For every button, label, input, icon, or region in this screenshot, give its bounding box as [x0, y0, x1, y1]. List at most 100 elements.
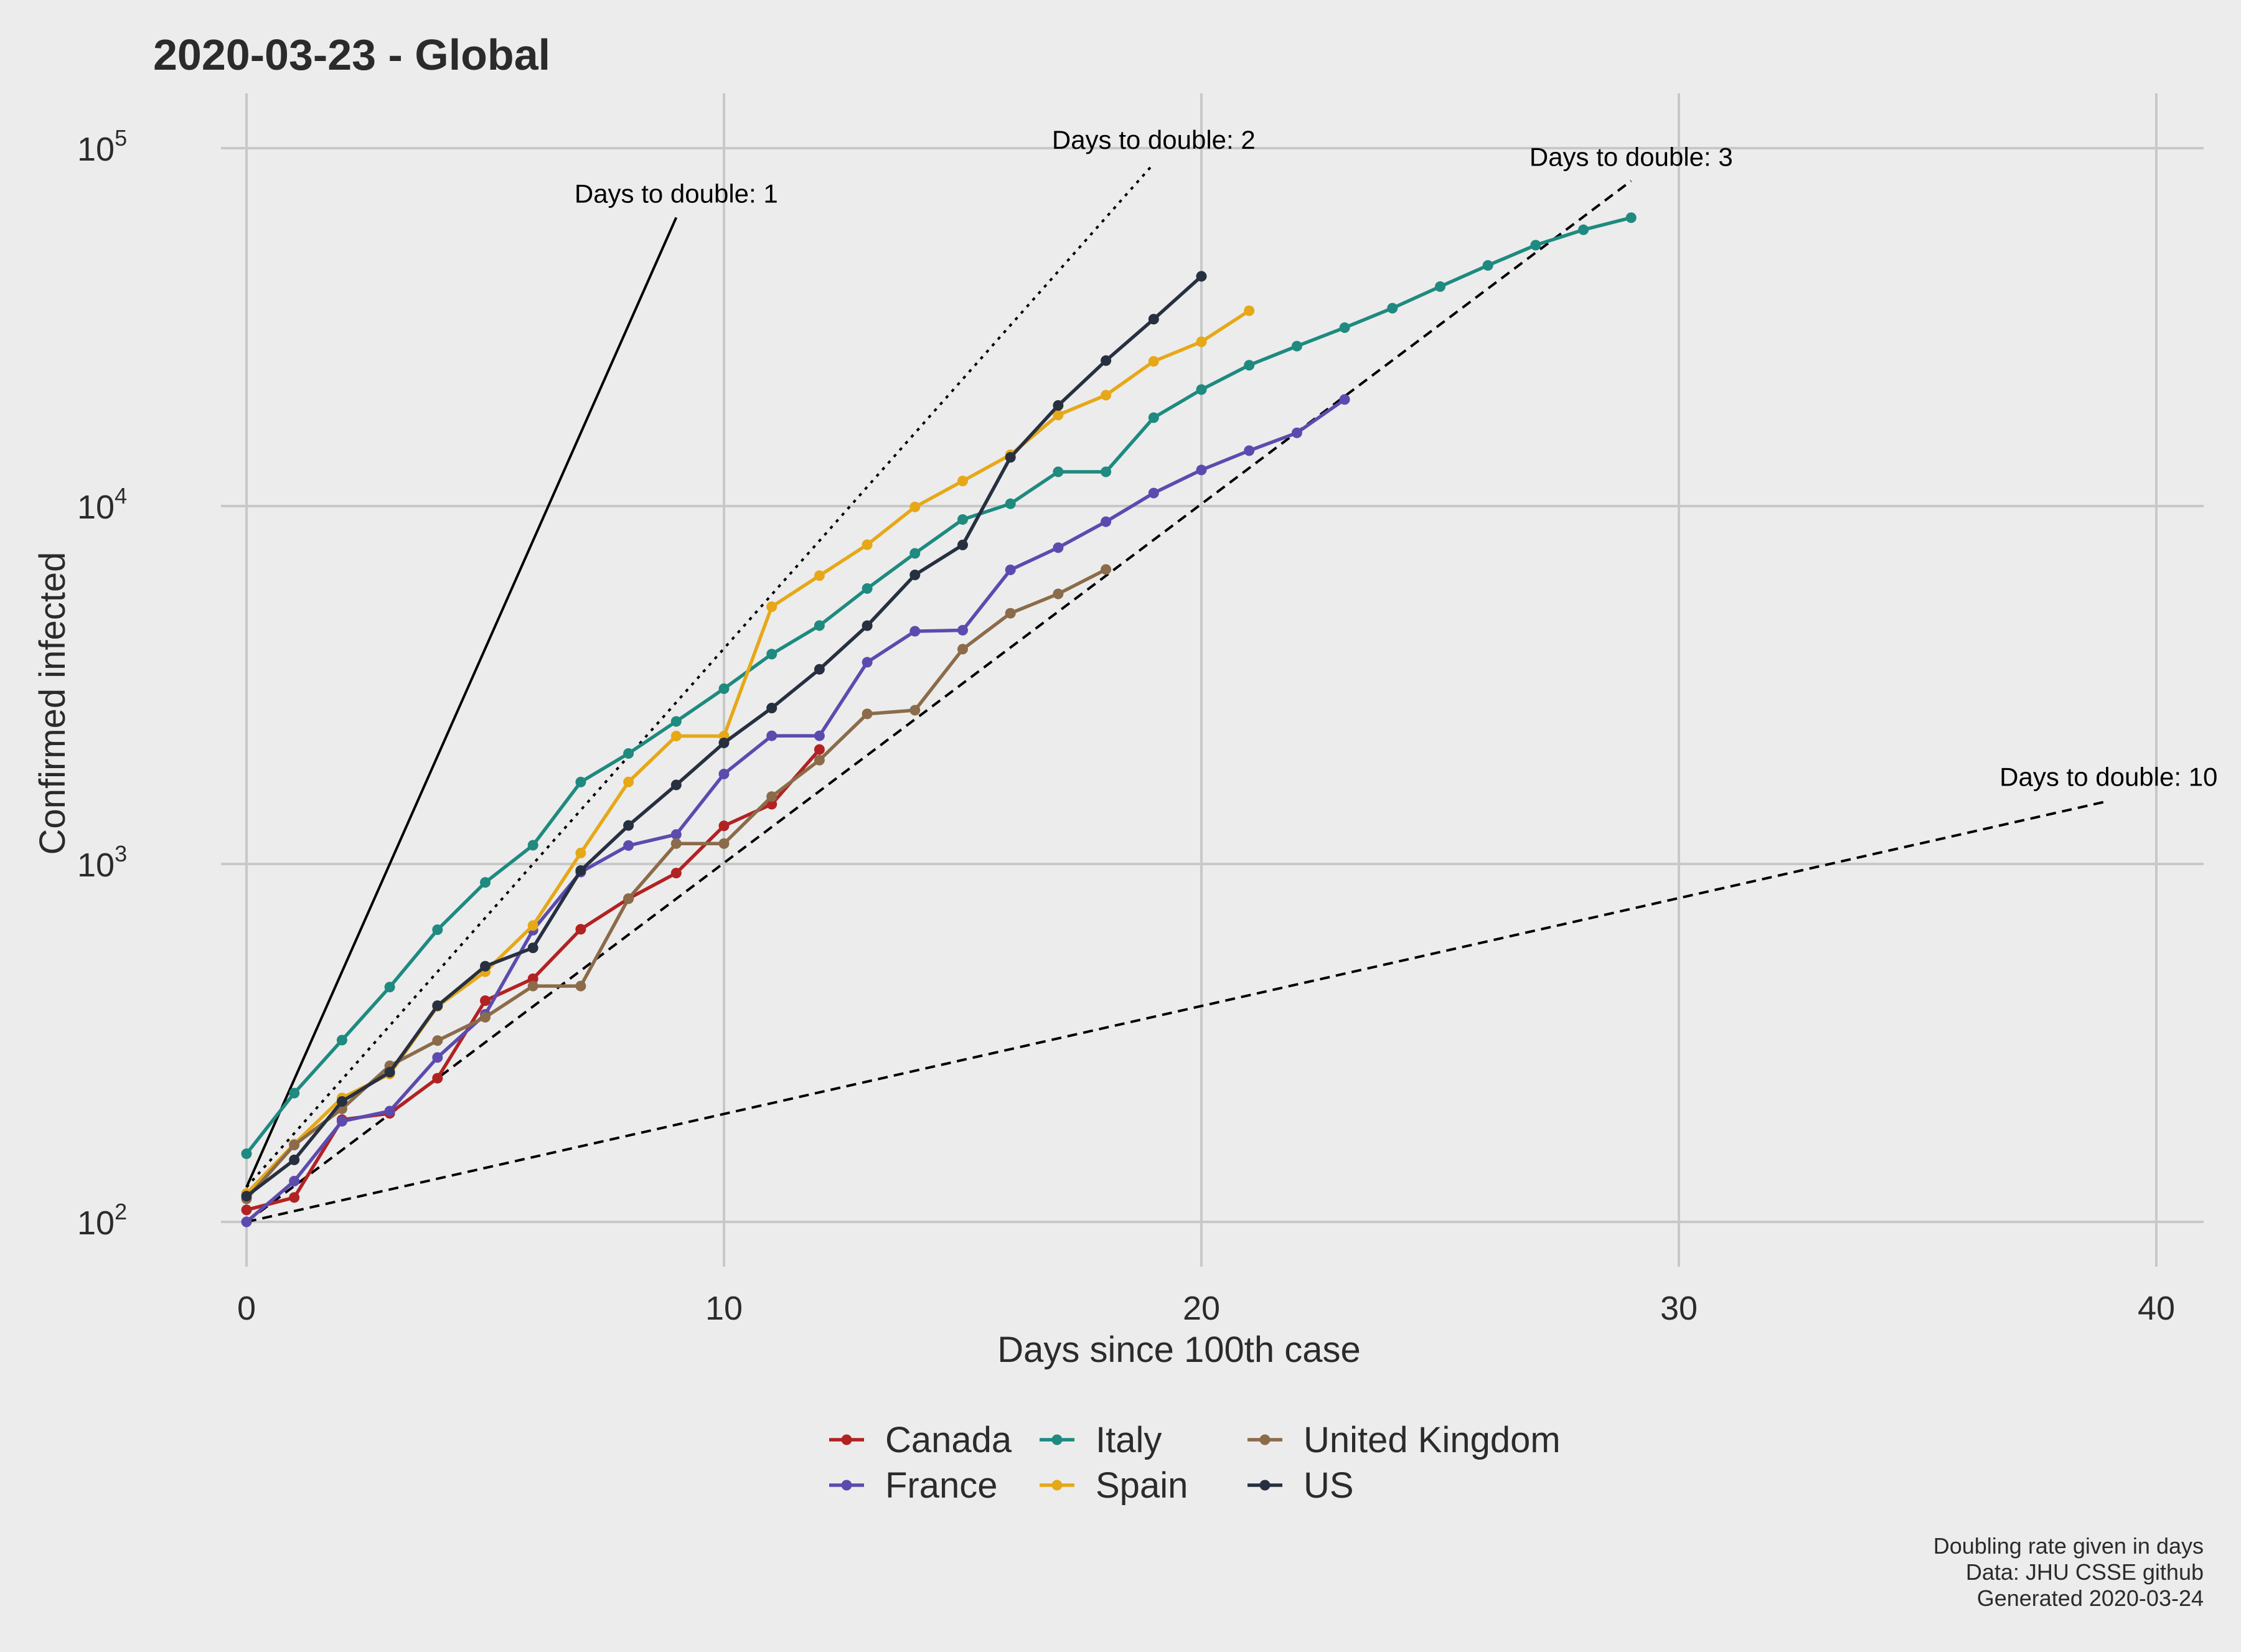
series-us — [241, 271, 1207, 1202]
data-point-italy — [957, 514, 968, 525]
x-tick-label: 40 — [2138, 1290, 2175, 1327]
data-point-united-kingdom — [1005, 608, 1016, 619]
data-point-france — [862, 657, 873, 668]
data-point-united-kingdom — [718, 838, 730, 849]
data-point-italy — [1005, 498, 1016, 509]
data-point-italy — [1387, 303, 1398, 314]
data-point-us — [766, 702, 778, 713]
x-tick-label: 30 — [1660, 1290, 1698, 1327]
data-point-canada — [241, 1204, 252, 1216]
data-point-us — [623, 820, 634, 831]
x-tick-label: 20 — [1183, 1290, 1220, 1327]
legend: Canada France Italy Spain United Kingdom US — [829, 1420, 1561, 1506]
x-tick-label: 0 — [237, 1290, 256, 1327]
data-point-italy — [527, 840, 538, 851]
x-axis-label: Days since 100th case — [997, 1330, 1361, 1370]
data-point-france — [1196, 464, 1207, 476]
data-point-us — [1148, 314, 1159, 325]
data-point-france — [623, 840, 634, 851]
data-point-us — [670, 779, 682, 791]
data-point-france — [957, 624, 968, 636]
data-point-france — [1005, 565, 1016, 576]
caption-line-1: Doubling rate given in days — [1933, 1533, 2204, 1559]
data-point-united-kingdom — [814, 754, 825, 766]
data-point-italy — [384, 982, 395, 993]
data-point-france — [384, 1105, 395, 1117]
data-point-italy — [241, 1148, 252, 1160]
data-point-us — [480, 960, 491, 972]
data-point-france — [1148, 487, 1159, 499]
data-point-canada — [527, 973, 538, 984]
doubling-guide-label: Days to double: 2 — [1052, 125, 1256, 154]
data-point-italy — [1196, 384, 1207, 395]
data-point-united-kingdom — [575, 980, 586, 992]
data-point-italy — [1339, 322, 1350, 333]
data-point-italy — [766, 649, 778, 660]
data-point-us — [575, 865, 586, 876]
legend-key-point — [841, 1480, 852, 1491]
data-point-united-kingdom — [1053, 588, 1064, 599]
data-point-italy — [1530, 240, 1541, 251]
data-point-france — [1291, 427, 1302, 438]
data-point-france — [336, 1115, 347, 1127]
doubling-guide-line — [246, 799, 2109, 1223]
legend-key-point — [1051, 1434, 1063, 1445]
legend-key-point — [841, 1434, 852, 1445]
data-point-united-kingdom — [1101, 564, 1112, 575]
legend-label: US — [1304, 1465, 1354, 1506]
data-point-france — [670, 829, 682, 840]
data-point-italy — [862, 583, 873, 594]
data-point-canada — [670, 868, 682, 879]
doubling-guide-line — [245, 217, 678, 1188]
data-point-united-kingdom — [909, 705, 921, 716]
doubling-guide-line — [245, 162, 1155, 1188]
series-line-france — [245, 397, 1346, 1224]
data-point-spain — [1101, 390, 1112, 401]
legend-key-point — [1051, 1480, 1063, 1491]
data-point-spain — [909, 501, 921, 512]
series-line-italy — [245, 215, 1633, 1156]
caption: Doubling rate given in days Data: JHU CS… — [1933, 1533, 2204, 1611]
legend-label: United Kingdom — [1304, 1420, 1561, 1460]
data-point-france — [909, 626, 921, 637]
data-point-us — [336, 1096, 347, 1107]
doubling-guide-label: Days to double: 1 — [575, 179, 778, 208]
doubling-guide-label: Days to double: 10 — [1999, 763, 2217, 792]
data-point-italy — [623, 748, 634, 759]
data-point-spain — [670, 731, 682, 742]
legend-key-point — [1259, 1480, 1271, 1491]
data-point-canada — [432, 1072, 443, 1084]
data-point-us — [432, 1000, 443, 1011]
data-point-italy — [670, 716, 682, 727]
doubling-guide-line — [245, 180, 1632, 1223]
data-point-spain — [623, 776, 634, 787]
data-point-united-kingdom — [527, 980, 538, 992]
data-point-italy — [1244, 360, 1255, 371]
data-point-italy — [1435, 281, 1445, 292]
data-point-italy — [814, 620, 825, 631]
data-point-spain — [814, 570, 825, 581]
legend-item-us: US — [1247, 1465, 1354, 1506]
data-point-us — [527, 942, 538, 954]
y-axis-label: Confirmed infected — [32, 552, 73, 855]
data-point-spain — [1053, 410, 1064, 421]
data-point-italy — [1053, 466, 1064, 477]
legend-label: Canada — [885, 1420, 1012, 1460]
data-point-canada — [718, 820, 730, 832]
data-point-us — [1196, 271, 1207, 282]
legend-item-spain: Spain — [1040, 1465, 1188, 1506]
data-point-italy — [480, 877, 491, 888]
data-point-france — [241, 1216, 252, 1227]
data-point-spain — [862, 539, 873, 550]
data-point-france — [289, 1175, 300, 1186]
data-point-spain — [766, 601, 778, 612]
caption-line-2: Data: JHU CSSE github — [1966, 1559, 2204, 1585]
data-point-canada — [814, 744, 825, 755]
chart-title: 2020-03-23 - Global — [153, 31, 550, 79]
data-point-italy — [1291, 340, 1302, 352]
data-point-italy — [909, 548, 921, 559]
legend-label: Italy — [1096, 1420, 1162, 1460]
data-point-spain — [957, 476, 968, 487]
series-italy — [241, 212, 1637, 1160]
